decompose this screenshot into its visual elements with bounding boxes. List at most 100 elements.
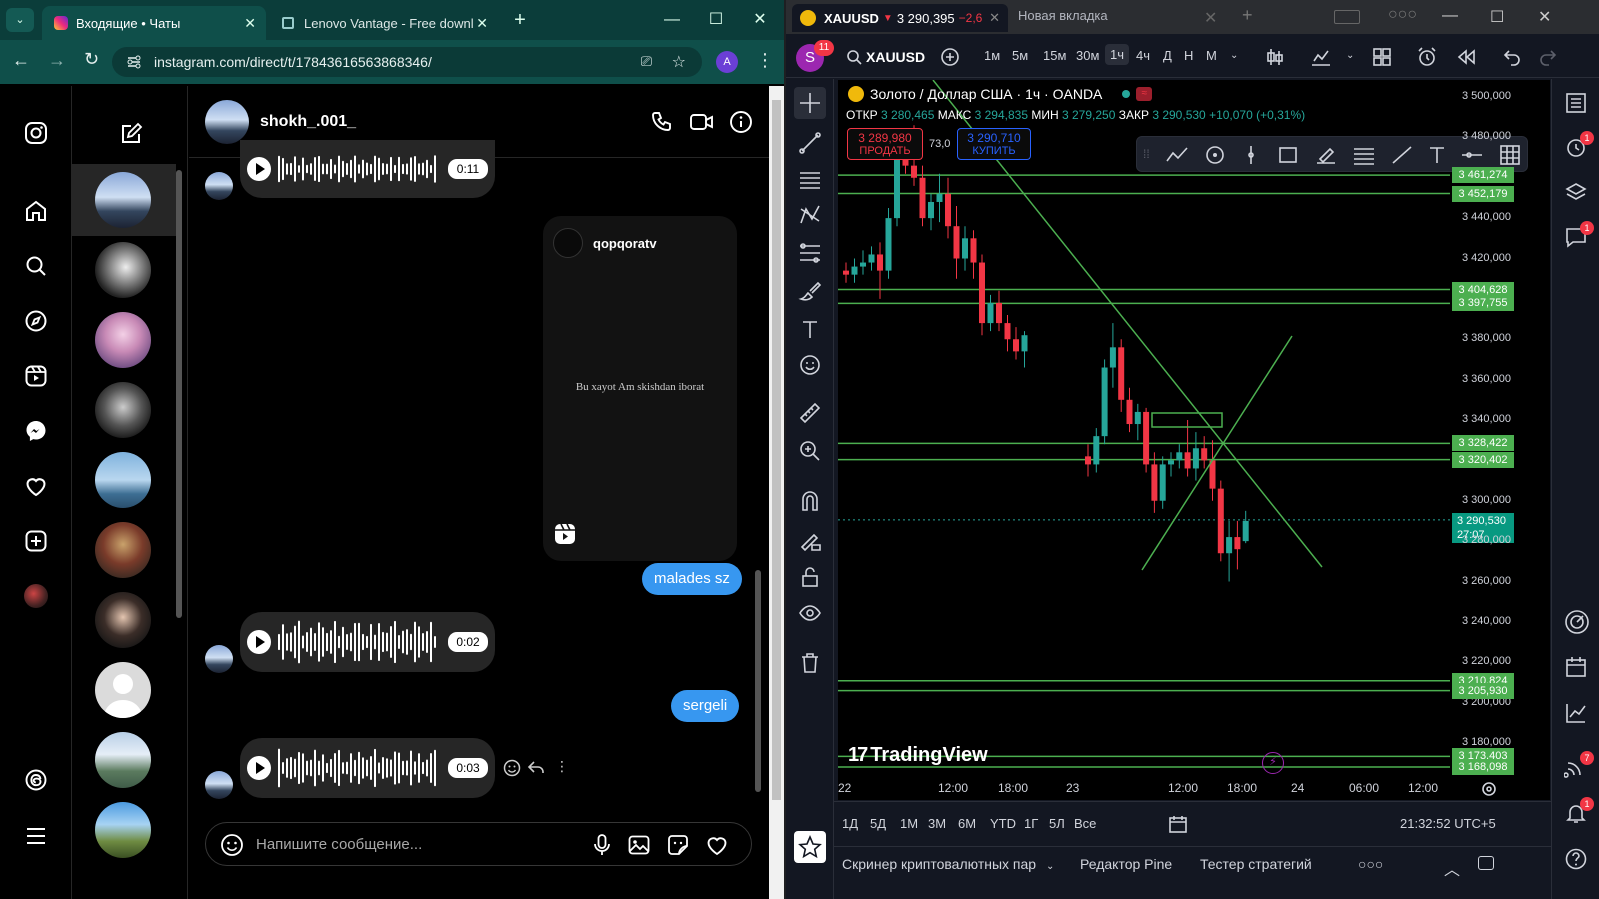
descending-trendline[interactable] [932, 80, 1323, 568]
maximize-icon[interactable]: ☐ [1490, 9, 1505, 26]
candle-body[interactable] [996, 302, 1002, 324]
candle-body[interactable] [1192, 448, 1199, 469]
tab-instagram[interactable]: Входящие • Чаты ✕ [42, 6, 266, 40]
candle-body[interactable] [1201, 448, 1208, 461]
lines-tool-icon[interactable] [1353, 145, 1375, 165]
range-0[interactable]: 1Д [842, 816, 859, 831]
react-emoji-icon[interactable] [503, 759, 521, 777]
candlestick-chart[interactable] [838, 80, 1550, 800]
candle-body[interactable] [1209, 460, 1216, 489]
pattern-icon[interactable] [798, 203, 822, 227]
reload-icon[interactable]: ↻ [84, 49, 100, 69]
conversation-avatar[interactable] [95, 732, 151, 788]
candle-body[interactable] [1101, 367, 1108, 437]
alerts-clock-icon[interactable] [1564, 135, 1588, 159]
more-tabs-icon[interactable]: ○○○ [1358, 856, 1384, 872]
candle-body[interactable] [877, 254, 883, 271]
calendar-icon[interactable] [1564, 655, 1588, 679]
audio-call-icon[interactable] [650, 110, 674, 134]
candle-body[interactable] [1021, 335, 1028, 352]
candle-body[interactable] [953, 226, 960, 259]
rectangle-tool-icon[interactable] [1277, 145, 1299, 165]
undo-icon[interactable] [1502, 47, 1522, 67]
range-1[interactable]: 5Д [870, 816, 887, 831]
bottom-tab-tester[interactable]: Тестер стратегий [1200, 856, 1312, 872]
close-tab-icon[interactable]: ✕ [1204, 10, 1218, 27]
video-call-icon[interactable] [689, 110, 715, 134]
candle-body[interactable] [1234, 537, 1241, 550]
play-icon[interactable] [246, 755, 272, 781]
unlock-icon[interactable] [798, 565, 822, 589]
tab-new[interactable]: Новая вкладка [1018, 8, 1108, 23]
maximize-icon[interactable]: ☐ [708, 11, 724, 28]
candle-style-icon[interactable] [1266, 47, 1284, 67]
sell-button[interactable]: 3 289,980 ПРОДАТЬ [847, 128, 923, 160]
favorites-star-icon[interactable] [794, 831, 826, 863]
layout-grid-icon[interactable] [1372, 47, 1392, 67]
bottom-tab-screener[interactable]: Скринер криптовалютных пар ⌄ [842, 856, 1054, 872]
tab-xauusd[interactable]: XAUUSD ▼ 3 290,395 −2,6 ✕ [792, 4, 1008, 32]
install-app-icon[interactable]: ⎚ [640, 53, 652, 69]
range-3[interactable]: 3М [928, 816, 947, 831]
close-tab-icon[interactable]: ✕ [989, 10, 1000, 25]
candle-body[interactable] [894, 153, 900, 219]
instagram-icon[interactable] [24, 121, 48, 145]
alert-icon[interactable] [1416, 46, 1438, 68]
legend-title[interactable]: Золото / Доллар США · 1ч · OANDA [870, 86, 1103, 102]
target-icon[interactable] [1564, 609, 1590, 635]
candle-body[interactable] [979, 262, 985, 324]
conversation-avatar[interactable] [95, 312, 151, 368]
price-chart[interactable] [838, 80, 1550, 800]
shared-post[interactable]: qopqoratv Bu xayot Am skishdan iborat [543, 216, 737, 561]
my-message[interactable]: sergeli [671, 690, 740, 722]
new-tab-icon[interactable]: + [1242, 5, 1253, 25]
play-icon[interactable] [246, 156, 272, 182]
candle-body[interactable] [860, 262, 866, 267]
play-icon[interactable] [246, 629, 272, 655]
explore-icon[interactable] [24, 309, 48, 333]
timeframe-1[interactable]: 5м [1012, 48, 1029, 63]
candle-body[interactable] [851, 266, 858, 275]
voice-message[interactable]: 0:03 [240, 738, 495, 798]
timeframe-3[interactable]: 30м [1076, 48, 1100, 63]
collapse-panel-icon[interactable]: ︿ [1444, 862, 1461, 879]
layers-icon[interactable] [1564, 181, 1588, 205]
create-icon[interactable] [24, 529, 48, 553]
bookmark-star-icon[interactable]: ☆ [671, 54, 686, 71]
range-6[interactable]: 1Г [1024, 816, 1039, 831]
browser-menu-icon[interactable]: ⋮ [756, 50, 774, 70]
candle-body[interactable] [962, 238, 968, 259]
range-5[interactable]: YTD [990, 816, 1016, 831]
page-scrollbar-thumb[interactable] [772, 100, 781, 800]
vertical-line-icon[interactable] [1241, 145, 1261, 165]
profile-icon[interactable] [24, 584, 48, 608]
conversation-avatar[interactable] [95, 172, 151, 228]
candle-body[interactable] [1151, 464, 1158, 501]
candle-body[interactable] [1085, 456, 1091, 465]
timeframe-5[interactable]: 4ч [1136, 48, 1151, 63]
indicators-icon[interactable] [1310, 47, 1332, 67]
timeframe-dropdown-icon[interactable]: ⌄ [1230, 50, 1239, 61]
close-tab-icon[interactable]: ✕ [244, 14, 256, 31]
redo-icon[interactable] [1538, 47, 1558, 67]
trash-icon[interactable] [798, 651, 822, 675]
conversation-avatar[interactable] [95, 592, 151, 648]
voice-message[interactable]: 0:02 [240, 612, 495, 672]
candle-body[interactable] [945, 193, 951, 227]
candle-body[interactable] [1159, 464, 1166, 501]
candle-body[interactable] [1109, 347, 1116, 368]
timeframe-6[interactable]: Д [1163, 48, 1172, 63]
messenger-icon[interactable] [24, 419, 48, 443]
minimize-icon[interactable]: — [1442, 7, 1458, 24]
candle-body[interactable] [1242, 520, 1249, 542]
more-icon[interactable]: ○○○ [1388, 6, 1417, 23]
tab-list-button[interactable]: ⌄ [6, 8, 34, 32]
message-composer[interactable]: Напишите сообщение... [205, 822, 752, 866]
fib-icon[interactable] [798, 241, 822, 265]
candle-body[interactable] [1168, 460, 1174, 465]
candle-body[interactable] [970, 238, 977, 263]
candle-body[interactable] [911, 165, 917, 178]
ideas-icon[interactable] [1564, 701, 1588, 725]
horizontal-lines-icon[interactable] [798, 167, 822, 191]
bottom-tab-pine[interactable]: Редактор Pine [1080, 856, 1173, 872]
